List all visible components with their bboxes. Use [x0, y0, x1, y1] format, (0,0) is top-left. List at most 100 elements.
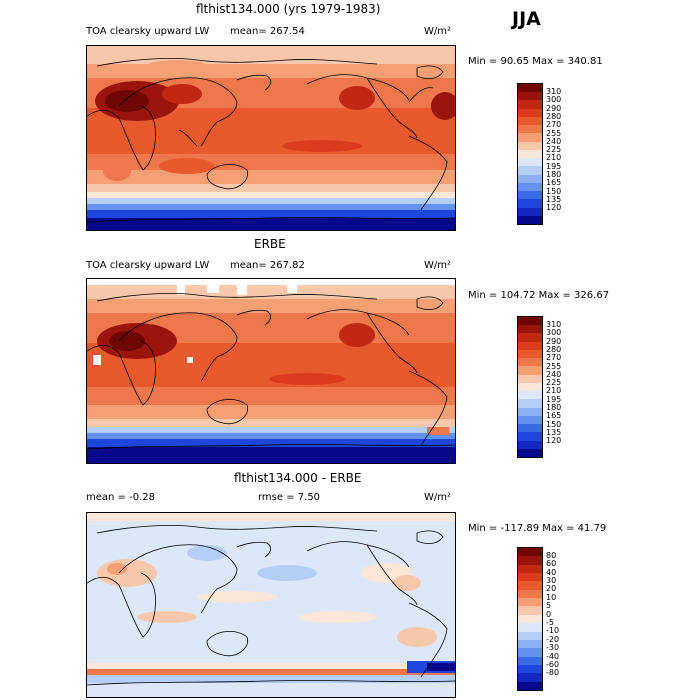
panel2-map [86, 278, 456, 464]
colorbar-segment [518, 673, 542, 683]
panel2-cbar-label: 270 [546, 353, 562, 362]
colorbar-segment [518, 564, 542, 574]
panel2-cbar-label: 290 [546, 337, 562, 346]
colorbar-segment [518, 182, 542, 192]
panel1-cbar-label: 135 [546, 195, 562, 204]
colorbar-segment [518, 606, 542, 616]
colorbar-segment [518, 656, 542, 666]
panel1-cbar-label: 225 [546, 145, 562, 154]
panel2-cbar-label: 195 [546, 395, 562, 404]
panel2-colorbar [517, 316, 543, 458]
colorbar-segment [518, 639, 542, 649]
colorbar-segment [518, 141, 542, 151]
colorbar-segment [518, 100, 542, 110]
colorbar-segment [518, 125, 542, 134]
panel3-cbar-label: -5 [546, 618, 554, 627]
panel3-title: flthist134.000 - ERBE [234, 471, 362, 485]
panel1-cbar-label: 290 [546, 104, 562, 113]
panel2-cbar-label: 180 [546, 403, 562, 412]
colorbar-segment [518, 432, 542, 442]
panel3-cbar-label: 60 [546, 559, 557, 568]
panel2-minmax-label: Min = 104.72 Max = 326.67 [468, 290, 610, 301]
colorbar-segment [518, 581, 542, 591]
colorbar-segment [518, 664, 542, 674]
colorbar-segment [518, 215, 542, 225]
colorbar-segment [518, 166, 542, 176]
colorbar-segment [518, 349, 542, 359]
panel2-cbar-label: 120 [546, 436, 562, 445]
panel1-minmax-label: Min = 90.65 Max = 340.81 [468, 56, 603, 67]
panel3-map [86, 512, 456, 698]
colorbar-segment [518, 149, 542, 159]
colorbar-segment [518, 648, 542, 658]
panel1-cbar-label: 165 [546, 178, 562, 187]
panel1-cbar-label: 120 [546, 203, 562, 212]
colorbar-segment [518, 681, 542, 691]
panel1-variable-label: TOA clearsky upward LW [86, 26, 210, 37]
colorbar-segment [518, 623, 542, 633]
colorbar-segment [518, 589, 542, 599]
colorbar-segment [518, 108, 542, 118]
colorbar-segment [518, 341, 542, 351]
colorbar-segment [518, 391, 542, 400]
colorbar-segment [518, 317, 542, 326]
panel1-cbar-label: 180 [546, 170, 562, 179]
colorbar-segment [518, 374, 542, 384]
panel2-cbar-label: 280 [546, 345, 562, 354]
colorbar-segment [518, 358, 542, 367]
panel1-map [86, 45, 456, 231]
colorbar-segment [518, 92, 542, 101]
panel1-cbar-label: 150 [546, 187, 562, 196]
colorbar-segment [518, 366, 542, 376]
panel2-cbar-label: 300 [546, 328, 562, 337]
colorbar-segment [518, 598, 542, 607]
panel2-units-label: W/m² [424, 260, 452, 271]
panel1-cbar-label: 280 [546, 112, 562, 121]
panel3-cbar-label: -40 [546, 652, 560, 661]
panel1-title: flthist134.000 (yrs 1979-1983) [196, 2, 381, 16]
panel1-cbar-label: 270 [546, 120, 562, 129]
panel3-cbar-label: -80 [546, 668, 560, 677]
colorbar-segment [518, 382, 542, 392]
panel2-cbar-label: 210 [546, 386, 562, 395]
panel2-mean-label: mean= 267.82 [230, 260, 305, 271]
colorbar-segment [518, 556, 542, 566]
panel3-units-label: W/m² [424, 492, 452, 503]
panel3-cbar-label: 10 [546, 593, 557, 602]
panel1-mean-label: mean= 267.54 [230, 26, 305, 37]
colorbar-segment [518, 133, 542, 143]
colorbar-segment [518, 84, 542, 93]
colorbar-segment [518, 333, 542, 343]
colorbar-segment [518, 116, 542, 126]
panel2-cbar-label: 240 [546, 370, 562, 379]
panel1-cbar-label: 195 [546, 162, 562, 171]
panel3-mean-label: mean = -0.28 [86, 492, 155, 503]
colorbar-segment [518, 407, 542, 417]
colorbar-segment [518, 424, 542, 433]
panel3-cbar-label: 40 [546, 568, 557, 577]
colorbar-segment [518, 548, 542, 557]
colorbar-segment [518, 440, 542, 450]
colorbar-segment [518, 448, 542, 458]
panel1-cbar-label: 255 [546, 129, 562, 138]
panel2-variable-label: TOA clearsky upward LW [86, 260, 210, 271]
colorbar-segment [518, 631, 542, 641]
panel1-cbar-label: 310 [546, 87, 562, 96]
colorbar-segment [518, 614, 542, 624]
season-label: JJA [512, 8, 541, 30]
panel2-cbar-label: 225 [546, 378, 562, 387]
panel3-cbar-label: -30 [546, 643, 560, 652]
colorbar-segment [518, 191, 542, 200]
colorbar-segment [518, 158, 542, 167]
panel2-title: ERBE [254, 237, 286, 251]
colorbar-segment [518, 207, 542, 217]
panel1-colorbar [517, 83, 543, 225]
colorbar-segment [518, 415, 542, 425]
panel2-cbar-label: 255 [546, 362, 562, 371]
panel1-units-label: W/m² [424, 26, 452, 37]
panel3-cbar-label: 5 [546, 601, 552, 610]
panel3-cbar-label: 20 [546, 584, 557, 593]
colorbar-segment [518, 399, 542, 409]
panel3-cbar-label: 0 [546, 610, 552, 619]
panel2-cbar-label: 150 [546, 420, 562, 429]
